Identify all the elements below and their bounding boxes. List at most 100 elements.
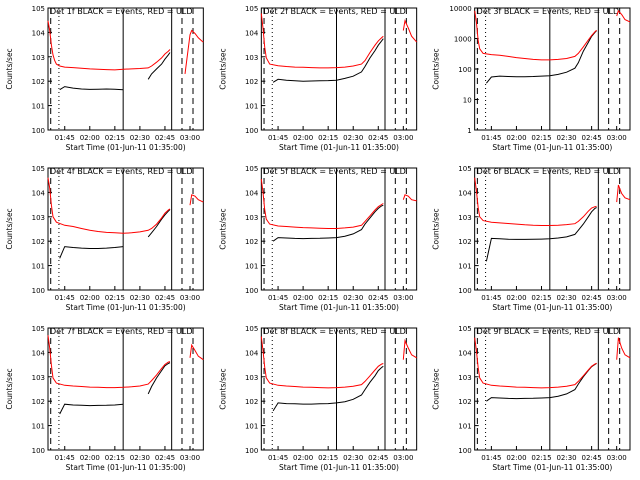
y-tick-label: 104 [32,29,46,37]
x-tick-label: 03:00 [180,454,200,462]
plot-frame [474,167,631,291]
x-tick-label: 01:45 [55,454,75,462]
x-tick-label: 01:45 [55,294,75,302]
chart-title: Det 1f BLACK = Events, RED = ULD [50,7,193,16]
y-tick-label: 105 [32,5,45,13]
x-tick-label: 02:00 [293,454,313,462]
series-line-events [486,30,597,84]
x-tick-label: 02:30 [556,294,576,302]
chart-panel-4: Det 4f BLACK = Events, RED = ULD 100 101 10… [5,165,204,312]
series-line-events [272,204,384,242]
y-tick-label: 105 [245,165,258,173]
chart-panel-7: Det 7f BLACK = Events, RED = ULD 100 101 10… [5,325,204,472]
x-tick-label: 02:30 [343,294,363,302]
chart-title: Det 3f BLACK = Events, RED = ULD [477,7,620,16]
chart-title: Det 6f BLACK = Events, RED = ULD [477,167,620,176]
series-line-uld [260,336,417,389]
y-tick-label: 102 [245,238,258,246]
series-line-events [59,209,171,259]
y-tick-label: 101 [32,423,45,431]
x-axis-label: Start Time (01-Jun-11 01:35:00) [279,143,399,152]
y-tick-label: 103 [245,214,258,222]
y-tick-label: 100 [245,127,258,135]
x-axis-label: Start Time (01-Jun-11 01:35:00) [66,303,186,312]
y-tick-label: 105 [458,165,471,173]
x-tick-label: 02:45 [368,134,388,142]
y-tick-label: 103 [32,54,45,62]
x-tick-label: 03:00 [393,134,413,142]
y-tick-label: 103 [458,374,471,382]
chart-panel-5: Det 5f BLACK = Events, RED = ULD 100 101 10… [218,165,418,312]
x-tick-label: 02:30 [556,134,576,142]
x-axis-label: Start Time (01-Jun-11 01:35:00) [66,143,186,152]
x-tick-label: 02:15 [105,294,125,302]
x-tick-label: 02:30 [130,294,150,302]
chart-title: Det 4f BLACK = Events, RED = ULD [50,167,193,176]
x-tick-label: 02:15 [105,134,125,142]
series-line-events [486,363,597,402]
y-tick-label: 100 [458,447,471,455]
chart-panel-1: Det 1f BLACK = Events, RED = ULD 100 101 10… [5,5,204,152]
x-axis-label: Start Time (01-Jun-11 01:35:00) [492,143,612,152]
x-tick-label: 01:45 [55,134,75,142]
series-line-uld [474,9,631,61]
x-tick-label: 01:45 [481,454,501,462]
y-axis-label: Counts/sec [432,368,441,409]
y-tick-label: 1 [467,127,471,135]
x-tick-label: 02:45 [368,454,388,462]
chart-panel-9: Det 9f BLACK = Events, RED = ULD 100 101 10… [432,325,631,472]
y-tick-label: 102 [245,78,258,86]
y-tick-label: 100 [32,287,45,295]
x-tick-label: 02:15 [531,294,551,302]
x-tick-label: 02:00 [506,454,526,462]
y-tick-label: 105 [32,165,45,173]
x-tick-label: 02:00 [80,294,100,302]
x-tick-label: 01:45 [268,454,288,462]
x-tick-label: 02:00 [506,134,526,142]
x-tick-label: 03:00 [180,294,200,302]
series-line-uld [474,337,631,389]
x-tick-label: 02:30 [343,454,363,462]
x-tick-label: 02:45 [155,134,175,142]
y-tick-label: 1000 [454,36,472,44]
series-line-uld [47,177,204,234]
y-tick-label: 10 [463,97,472,105]
y-tick-label: 101 [245,423,258,431]
y-tick-label: 103 [245,374,258,382]
x-tick-label: 02:00 [293,134,313,142]
y-axis-label: Counts/sec [218,48,227,89]
y-tick-label: 101 [245,103,258,111]
plot-frame [260,167,418,291]
series-line-events [485,207,597,262]
x-tick-label: 02:30 [343,134,363,142]
chart-panel-6: Det 6f BLACK = Events, RED = ULD 100 101 10… [432,165,631,312]
chart-panel-8: Det 8f BLACK = Events, RED = ULD 100 101 10… [218,325,418,472]
y-tick-label: 104 [458,189,472,197]
y-axis-label: Counts/sec [5,48,14,89]
chart-panel-3: Det 3f BLACK = Events, RED = ULD 1 10 100 10… [432,5,631,152]
y-tick-label: 101 [32,263,45,271]
plot-frame [47,167,204,291]
y-tick-label: 102 [32,238,45,246]
series-line-events [272,38,384,83]
x-tick-label: 02:00 [80,454,100,462]
chart-title: Det 8f BLACK = Events, RED = ULD [263,327,406,336]
chart-title: Det 2f BLACK = Events, RED = ULD [263,7,406,16]
y-tick-label: 105 [245,5,258,13]
plot-frame [47,327,204,451]
series-line-events [59,362,171,415]
series-line-events [272,365,384,412]
chart-title: Det 5f BLACK = Events, RED = ULD [263,167,406,176]
y-tick-label: 105 [458,325,471,333]
chart-title: Det 9f BLACK = Events, RED = ULD [477,327,620,336]
y-axis-label: Counts/sec [5,208,14,249]
plot-frame [474,7,631,131]
plot-frame [260,7,418,131]
x-axis-label: Start Time (01-Jun-11 01:35:00) [492,463,612,472]
y-tick-label: 100 [245,447,258,455]
series-line-uld [47,20,204,74]
x-axis-label: Start Time (01-Jun-11 01:35:00) [279,463,399,472]
y-axis-label: Counts/sec [218,208,227,249]
y-axis-label: Counts/sec [432,208,441,249]
